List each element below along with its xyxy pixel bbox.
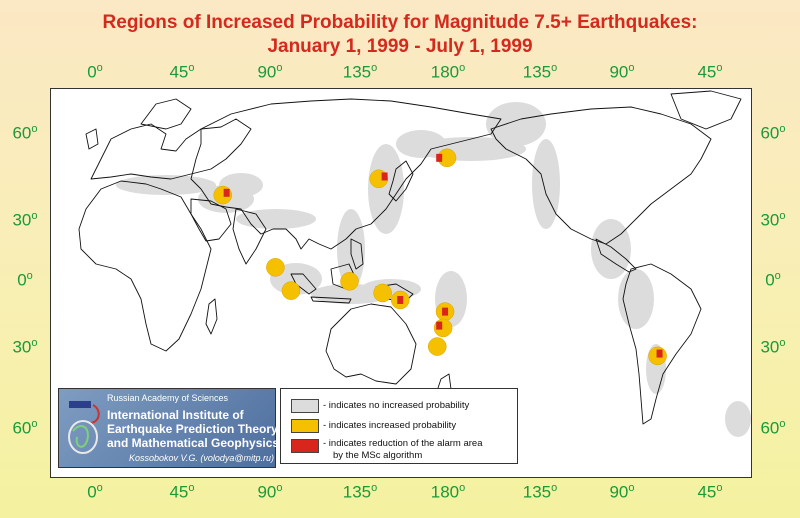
india-outline — [232, 208, 267, 265]
philippines-outline — [350, 238, 364, 270]
increased-probability-circle — [428, 337, 447, 356]
reduced-alarm-area — [442, 307, 449, 316]
left-latitude-tick: 60o — [12, 123, 38, 143]
australia-outline — [325, 303, 417, 385]
legend-swatch-increase — [291, 419, 319, 433]
scandinavia-outline — [140, 98, 192, 130]
right-latitude-tick: 0o — [765, 270, 781, 290]
bottom-longitude-tick: 0o — [87, 482, 103, 502]
reduced-alarm-area — [656, 349, 663, 358]
south-america-outline — [622, 263, 702, 425]
bottom-longitude-tick: 135o — [342, 482, 378, 502]
europe-outline — [90, 118, 252, 180]
top-longitude-tick: 135o — [342, 62, 378, 82]
bottom-longitude-tick: 45o — [697, 482, 723, 502]
japan-outline — [388, 160, 414, 202]
academy-name: Russian Academy of Sciences — [107, 393, 229, 403]
top-longitude-tick: 90o — [609, 62, 635, 82]
zone-alaska — [486, 102, 546, 146]
reduced-alarm-area — [436, 153, 443, 162]
map-legend: - indicates no increased probability - i… — [280, 388, 518, 464]
map-title-line1: Regions of Increased Probability for Mag… — [102, 12, 698, 33]
right-latitude-tick: 30o — [760, 210, 786, 230]
legend-label-reduced: - indicates reduction of the alarm area — [323, 438, 483, 449]
zone-mediterranean — [116, 175, 216, 195]
bottom-longitude-tick: 180o — [430, 482, 466, 502]
map-canvas — [78, 90, 751, 437]
legend-label-reduced-line2: by the MSc algorithm — [333, 450, 423, 461]
increased-probability-circle — [373, 283, 392, 303]
increased-probability-zones — [213, 148, 667, 366]
zone-japan — [368, 144, 404, 234]
reduced-alarm-area — [381, 172, 388, 181]
top-longitude-tick: 0o — [87, 62, 103, 82]
legend-swatch-reduced — [291, 439, 319, 453]
left-latitude-tick: 60o — [12, 418, 38, 438]
reduced-alarm-zones — [223, 153, 663, 358]
institute-logo-panel: Russian Academy of Sciences Internationa… — [58, 388, 280, 468]
no-increase-zones — [116, 102, 751, 437]
reduced-alarm-area — [397, 295, 404, 304]
map-title-line2: January 1, 1999 - July 1, 1999 — [267, 36, 533, 57]
africa-outline — [78, 180, 212, 352]
top-longitude-tick: 90o — [257, 62, 283, 82]
bottom-longitude-tick: 135o — [522, 482, 558, 502]
greenland-outline — [670, 90, 742, 130]
asia-outline — [190, 98, 502, 250]
reduced-alarm-area — [223, 188, 230, 197]
madagascar-outline — [205, 298, 218, 335]
institute-name-line2: Earthquake Prediction Theory — [107, 422, 278, 436]
bottom-longitude-tick: 90o — [257, 482, 283, 502]
author-credit: Kossobokov V.G. (volodya@mitp.ru) — [129, 453, 275, 463]
top-longitude-tick: 45o — [697, 62, 723, 82]
bottom-longitude-tick: 90o — [609, 482, 635, 502]
increased-probability-circle — [340, 272, 359, 291]
increased-probability-circle — [266, 258, 285, 277]
left-latitude-tick: 0o — [17, 270, 33, 290]
zone-south-atlantic — [725, 401, 751, 437]
zone-nw-america — [532, 139, 560, 229]
top-longitude-tick: 180o — [430, 62, 466, 82]
bottom-longitude-tick: 45o — [169, 482, 195, 502]
sumatra-outline — [290, 273, 317, 295]
java-outline — [310, 296, 352, 304]
institute-emblem-icon — [68, 401, 100, 454]
top-longitude-tick: 135o — [522, 62, 558, 82]
right-latitude-tick: 60o — [760, 123, 786, 143]
left-latitude-tick: 30o — [12, 210, 38, 230]
legend-swatch-no-increase — [291, 399, 319, 413]
top-longitude-tick: 45o — [169, 62, 195, 82]
right-latitude-tick: 30o — [760, 337, 786, 357]
british-isles-outline — [85, 128, 99, 150]
legend-label-increase: - indicates increased probability — [323, 420, 457, 431]
institute-name-line1: International Institute of — [107, 408, 244, 422]
legend-label-no-increase: - indicates no increased probability — [323, 400, 470, 411]
left-latitude-tick: 30o — [12, 337, 38, 357]
north-america-outline — [490, 106, 712, 245]
arabia-outline — [190, 198, 232, 242]
increased-probability-circle — [281, 281, 301, 300]
central-america-outline — [595, 238, 637, 273]
reduced-alarm-area — [436, 321, 443, 330]
right-latitude-tick: 60o — [760, 418, 786, 438]
institute-name-line3: and Mathematical Geophysics — [107, 436, 280, 450]
